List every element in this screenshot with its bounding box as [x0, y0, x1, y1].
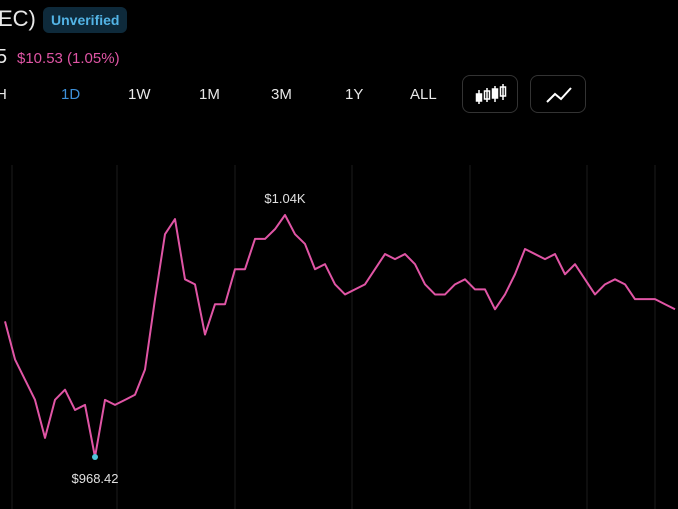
min-marker: [92, 454, 98, 460]
candlestick-icon: [475, 84, 507, 104]
range-tab[interactable]: ALL: [410, 86, 437, 103]
range-tab[interactable]: 1Y: [345, 86, 364, 103]
max-label: $1.04K: [264, 191, 306, 206]
line-chart-button[interactable]: [530, 75, 586, 113]
range-tab[interactable]: 1D: [61, 86, 81, 103]
price: 5: [0, 46, 8, 68]
range-tab[interactable]: H: [0, 86, 7, 103]
range-tab[interactable]: 1M: [199, 86, 220, 103]
price-line: [4, 214, 676, 458]
range-tab[interactable]: 1W: [128, 86, 151, 103]
line-icon: [546, 87, 572, 103]
range-tab[interactable]: 3M: [271, 86, 292, 103]
candlestick-button[interactable]: [462, 75, 518, 113]
price-change: $10.53 (1.05%): [17, 50, 120, 67]
min-label: $968.42: [72, 471, 119, 486]
verification-badge[interactable]: Unverified: [43, 7, 128, 33]
grid: [11, 165, 656, 509]
asset-title: EC): [0, 6, 36, 31]
